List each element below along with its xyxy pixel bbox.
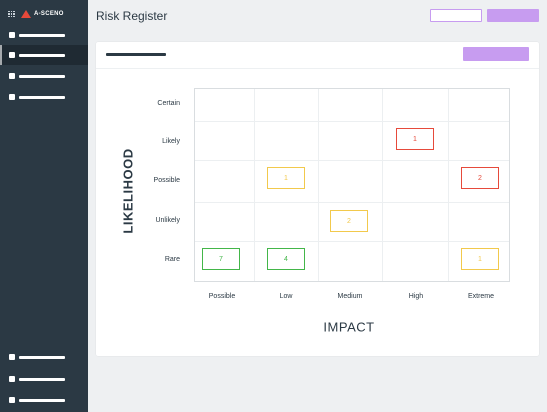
page-title: Risk Register — [96, 9, 168, 23]
logo-icon — [21, 10, 31, 18]
y-axis-title: LIKELIHOOD — [120, 148, 136, 234]
row-label: Certain — [157, 100, 180, 107]
x-axis-title: IMPACT — [323, 319, 375, 335]
risk-cell-rare-extreme[interactable]: 1 — [461, 248, 499, 270]
nav-item-3[interactable] — [0, 66, 88, 86]
risk-cell-likely-high[interactable]: 1 — [396, 128, 434, 150]
nav-item-icon — [9, 73, 15, 79]
nav-item-icon — [9, 397, 15, 403]
nav-item-label — [19, 95, 65, 99]
card-divider — [96, 68, 539, 69]
column-label: Low — [279, 293, 293, 300]
primary-button[interactable] — [487, 9, 539, 22]
nav-item-2[interactable] — [0, 45, 88, 65]
risk-cell-unlikely-medium[interactable]: 2 — [330, 210, 368, 232]
nav-item-label — [19, 355, 65, 359]
nav-item-bottom-3[interactable] — [0, 390, 88, 410]
row-label: Rare — [164, 256, 180, 263]
risk-cell-possible-extreme[interactable]: 2 — [461, 167, 499, 189]
row-label: Likely — [162, 138, 180, 145]
nav-item-icon — [9, 376, 15, 382]
nav-item-label — [19, 33, 65, 37]
risk-cell-possible-low[interactable]: 1 — [267, 167, 305, 189]
nav-item-icon — [9, 52, 15, 58]
nav-item-label — [19, 74, 65, 78]
column-label: High — [408, 293, 424, 300]
grid-line — [195, 241, 509, 242]
nav-item-icon — [9, 32, 15, 38]
nav-item-label — [19, 377, 65, 381]
brand: A-SCENO — [8, 9, 64, 19]
nav-item-bottom-1[interactable] — [0, 347, 88, 367]
apps-grid-icon[interactable] — [8, 10, 15, 18]
secondary-button[interactable] — [430, 9, 482, 22]
card-title — [106, 53, 166, 56]
column-label: Extreme — [467, 293, 495, 300]
grid-line — [254, 89, 255, 281]
risk-cell-rare-possible[interactable]: 7 — [202, 248, 240, 270]
column-label: Medium — [337, 293, 363, 300]
column-label: Possible — [208, 293, 236, 300]
grid-line — [195, 121, 509, 122]
row-label: Unlikely — [155, 217, 180, 224]
nav-item-label — [19, 53, 65, 57]
card-action-button[interactable] — [463, 47, 529, 61]
risk-matrix-grid — [194, 88, 510, 282]
row-label: Possible — [153, 177, 180, 184]
risk-cell-rare-low[interactable]: 4 — [267, 248, 305, 270]
nav-item-icon — [9, 94, 15, 100]
grid-line — [382, 89, 383, 281]
risk-matrix-card — [96, 42, 539, 356]
nav-item-bottom-2[interactable] — [0, 369, 88, 389]
nav-item-4[interactable] — [0, 87, 88, 107]
grid-line — [448, 89, 449, 281]
grid-line — [318, 89, 319, 281]
nav-item-icon — [9, 354, 15, 360]
grid-line — [195, 202, 509, 203]
grid-line — [195, 160, 509, 161]
nav-item-label — [19, 398, 65, 402]
sidebar: A-SCENO — [0, 0, 88, 412]
nav-item-1[interactable] — [0, 25, 88, 45]
brand-name: A-SCENO — [34, 11, 64, 17]
